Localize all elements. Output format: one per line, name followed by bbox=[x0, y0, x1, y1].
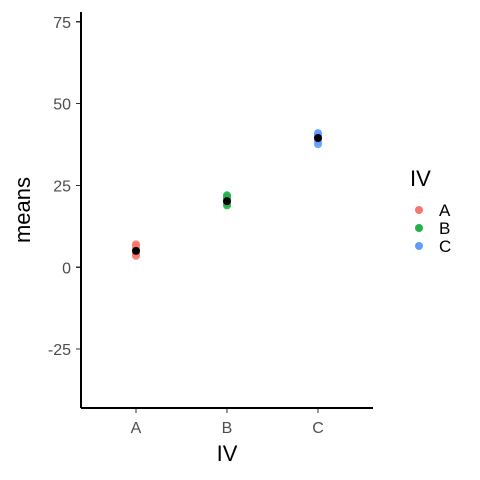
mean-point-c bbox=[314, 134, 322, 142]
legend-entry-b: B bbox=[415, 219, 450, 238]
y-axis-ticks: -25 0 25 50 75 bbox=[48, 15, 81, 359]
legend-label-c: C bbox=[439, 237, 451, 256]
y-tick-label: 50 bbox=[53, 97, 71, 114]
data-point-b bbox=[223, 191, 231, 200]
legend-key-a bbox=[415, 206, 423, 214]
legend-entry-c: C bbox=[415, 237, 451, 256]
data-point-a bbox=[132, 240, 140, 249]
legend-title: IV bbox=[410, 166, 431, 191]
y-tick-label: 0 bbox=[62, 260, 71, 277]
legend-entry-a: A bbox=[415, 201, 451, 220]
y-axis-title: means bbox=[10, 177, 35, 243]
mean-point-b bbox=[223, 197, 231, 206]
legend-label-b: B bbox=[439, 219, 450, 238]
legend-label-a: A bbox=[439, 201, 451, 220]
y-tick-label: 75 bbox=[53, 15, 71, 32]
x-axis-title: IV bbox=[217, 441, 238, 466]
mean-point-a bbox=[132, 246, 140, 255]
y-tick-label: -25 bbox=[48, 342, 71, 359]
x-tick-label: A bbox=[131, 420, 142, 437]
legend: IV ABC bbox=[410, 166, 451, 256]
x-tick-label: C bbox=[312, 420, 324, 437]
legend-entries: ABC bbox=[415, 201, 451, 256]
x-tick-label: B bbox=[222, 420, 233, 437]
legend-key-c bbox=[415, 242, 423, 250]
mean-points bbox=[132, 134, 322, 255]
y-tick-label: 25 bbox=[53, 178, 71, 195]
legend-key-b bbox=[415, 224, 423, 232]
data-points bbox=[132, 129, 322, 260]
x-axis-ticks: A B C bbox=[131, 408, 324, 437]
